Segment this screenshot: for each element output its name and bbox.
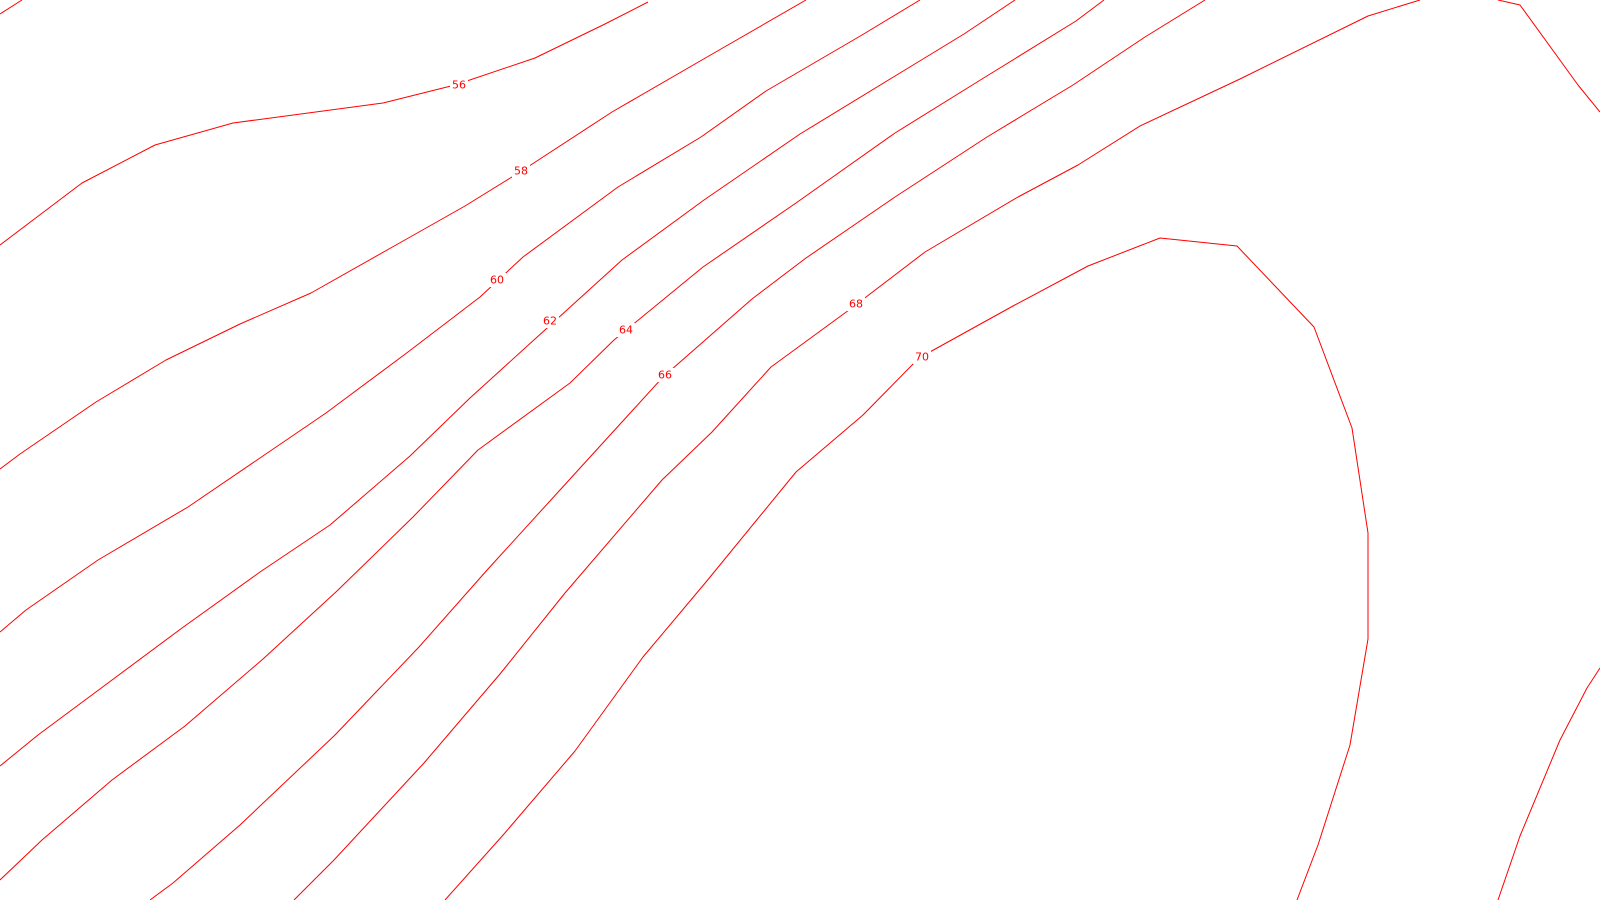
contour-label-56: 56 (452, 79, 466, 92)
contour-line-70 (444, 237, 1369, 900)
contour-label-background (617, 323, 635, 337)
contour-line-68 (293, 0, 1421, 900)
contour-labels: 56 58 60 62 64 66 68 70 (450, 78, 931, 382)
contour-line-edge-2 (1497, 667, 1600, 900)
contour-label-background (488, 273, 506, 287)
contour-label-background (512, 164, 530, 178)
contour-label-68: 68 (849, 298, 863, 311)
contour-label-58: 58 (514, 165, 528, 178)
contour-label-background (656, 368, 674, 382)
contour-label-background (847, 297, 865, 311)
contour-label-64: 64 (619, 324, 633, 337)
contour-label-70: 70 (915, 351, 929, 364)
contour-line-edge-1 (1497, 0, 1600, 113)
contour-line-58 (0, 0, 807, 470)
contour-label-66: 66 (658, 369, 672, 382)
contour-line-62 (0, 0, 1016, 767)
contour-line-64 (0, 0, 1105, 881)
contour-line-56-segment (0, 1, 649, 246)
contour-line-66 (149, 0, 1206, 900)
contour-label-60: 60 (490, 274, 504, 287)
contour-line-56 (0, 0, 23, 15)
contour-label-background (450, 78, 468, 92)
contour-label-62: 62 (543, 315, 557, 328)
contour-line-60 (0, 0, 921, 633)
contour-label-background (913, 350, 931, 364)
contour-label-background (541, 314, 559, 328)
